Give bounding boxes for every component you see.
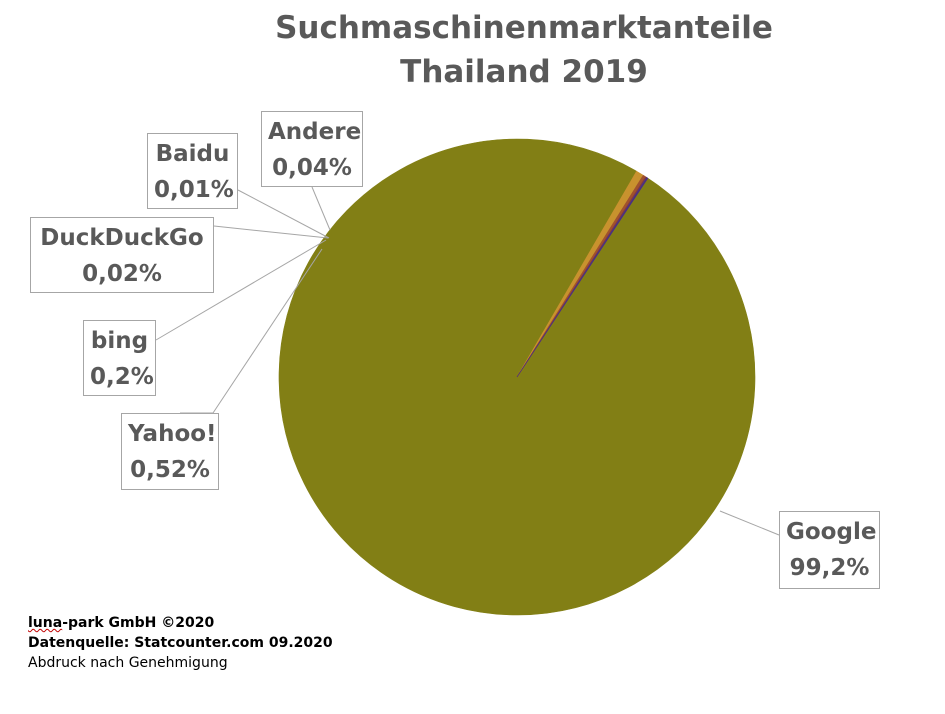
label-andere-value: 0,04% [272, 155, 352, 181]
leader-line-baidu [237, 189, 330, 239]
footer-brand-word: luna [28, 615, 63, 631]
label-bing-value: 0,2% [90, 364, 154, 390]
pie-slice-google [278, 138, 756, 616]
footer-brand-rest: -park GmbH ©2020 [62, 615, 215, 631]
label-yahoo-value: 0,52% [130, 457, 210, 483]
label-duckduckgo: DuckDuckGo 0,02% [30, 217, 214, 293]
label-bing: bing 0,2% [83, 320, 156, 396]
chart-title-line-1: Suchmaschinenmarktanteile [275, 10, 773, 46]
leader-line-bing [155, 239, 327, 341]
leader-line-andere [311, 186, 331, 231]
label-duckduckgo-name: DuckDuckGo [40, 225, 204, 251]
label-yahoo: Yahoo! 0,52% [121, 413, 219, 490]
footer: luna-park GmbH ©2020 Datenquelle: Statco… [28, 613, 333, 673]
label-andere: Andere 0,04% [261, 111, 363, 187]
label-duckduckgo-value: 0,02% [82, 261, 162, 287]
pie-slice-andere [516, 177, 649, 378]
label-bing-name: bing [90, 328, 149, 354]
pie-slices [278, 138, 756, 616]
label-baidu-value: 0,01% [154, 177, 234, 203]
label-yahoo-name: Yahoo! [128, 421, 217, 447]
label-baidu: Baidu 0,01% [147, 133, 238, 209]
leader-line-duckduckgo [213, 225, 329, 239]
footer-copyright: luna-park GmbH ©2020 [28, 613, 333, 633]
footer-note: Abdruck nach Genehmigung [28, 655, 228, 671]
label-google: Google 99,2% [779, 511, 880, 589]
chart-title-line-2: Thailand 2019 [400, 54, 648, 90]
footer-source: Datenquelle: Statcounter.com 09.2020 [28, 635, 333, 651]
label-andere-name: Andere [268, 119, 362, 145]
label-baidu-name: Baidu [155, 141, 230, 167]
label-google-value: 99,2% [789, 555, 870, 581]
leader-line-google [719, 510, 780, 536]
label-google-name: Google [786, 519, 877, 545]
